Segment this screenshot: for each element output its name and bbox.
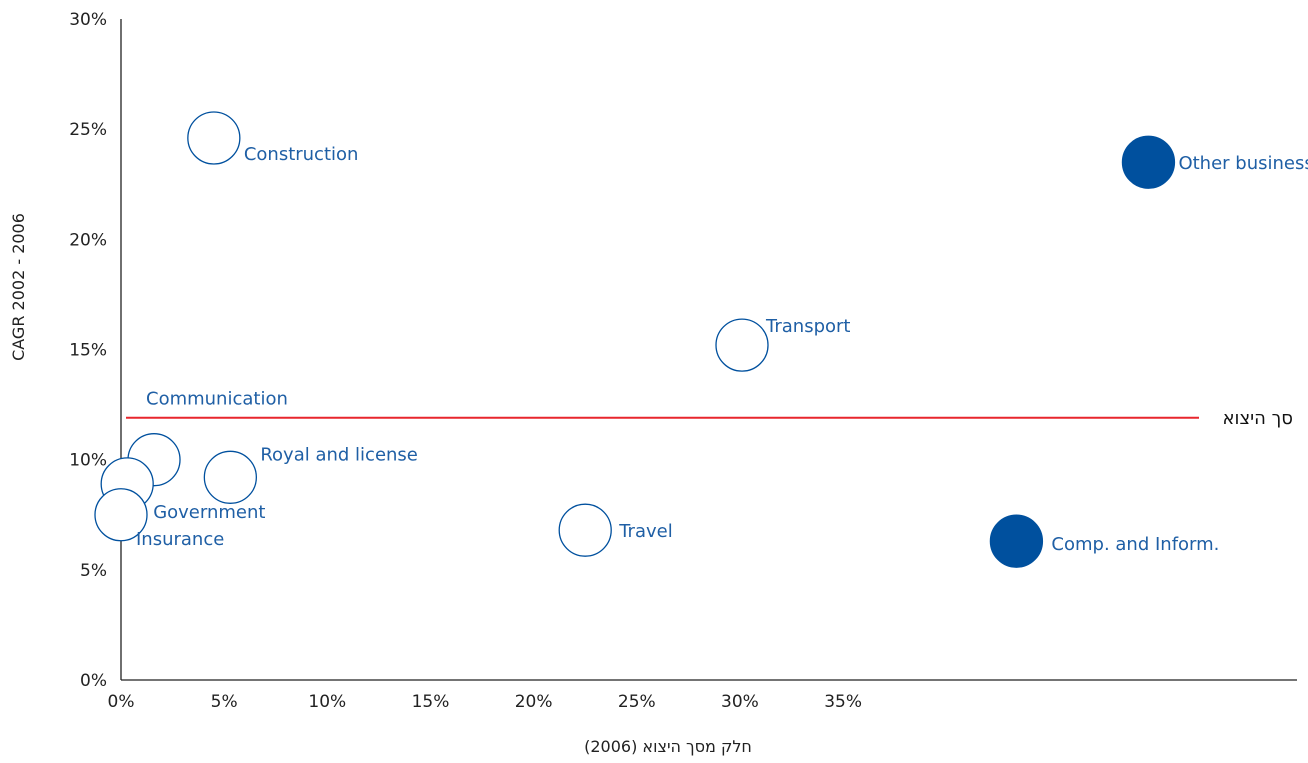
bubble-label: Royal and license (260, 444, 418, 465)
bubble-label: Comp. and Inform. (1051, 534, 1219, 555)
bubble-label: Other business (1178, 153, 1308, 174)
y-tick-label: 20% (69, 230, 107, 250)
x-tick-label: 30% (721, 692, 759, 712)
bubble-insurance (94, 488, 148, 542)
y-tick-label: 10% (69, 451, 107, 471)
bubble-label: Transport (765, 316, 850, 337)
bubble-label: Insurance (136, 529, 224, 550)
bubble-construction (187, 111, 241, 165)
y-tick-label: 15% (69, 341, 107, 361)
x-tick-label: 15% (412, 692, 450, 712)
bubble-transport (715, 318, 769, 372)
bubble-comp-and-inform (989, 514, 1044, 568)
x-tick-label: 0% (108, 692, 135, 712)
x-tick-label: 25% (618, 692, 656, 712)
x-axis-title: חלק מסך היצוא (2006) (584, 737, 752, 756)
bubbles: Construction Other business Transport Commu… (94, 111, 1308, 568)
bubble-royal-and-license (203, 450, 257, 504)
bubble-label: Travel (618, 521, 673, 542)
bubble-other-business (1121, 135, 1176, 189)
reference-line-label: סך היצוא (1223, 408, 1293, 429)
x-tick-label: 20% (515, 692, 553, 712)
x-tick-label: 10% (308, 692, 346, 712)
y-axis-title: CAGR 2002 - 2006 (9, 213, 28, 361)
x-tick-label: 5% (211, 692, 238, 712)
y-tick-label: 30% (69, 10, 107, 30)
reference-line-group: סך היצוא (126, 408, 1293, 429)
axes: 0% 5% 10% 15% 20% 25% 30% 0% 5% 10% 15% 20% 25% 30% 35… (69, 10, 1297, 712)
x-tick-label: 35% (824, 692, 862, 712)
bubble-travel (558, 503, 612, 557)
y-tick-label: 25% (69, 120, 107, 140)
y-tick-label: 0% (80, 671, 107, 691)
bubble-label: Government (153, 502, 265, 523)
y-tick-label: 5% (80, 561, 107, 581)
bubble-label: Construction (244, 144, 359, 165)
bubble-label: Communication (146, 389, 288, 410)
